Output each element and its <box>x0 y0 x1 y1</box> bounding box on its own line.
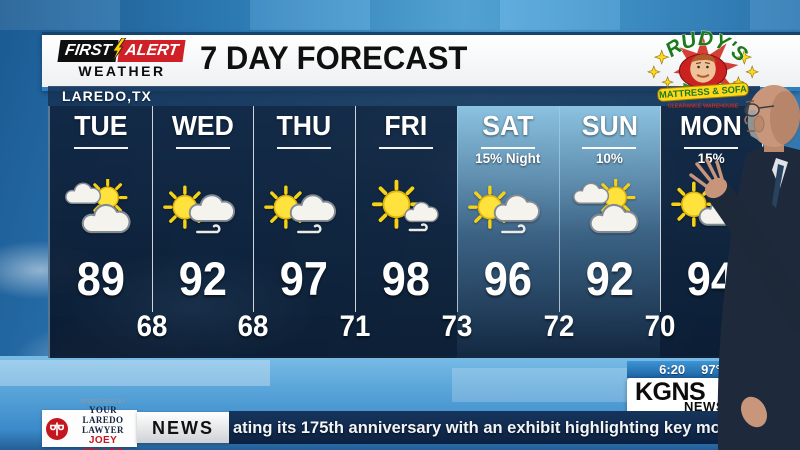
rudys-sponsor-logo: RUDY'S MATTRESS & SOFA CLEARANCE WAREHOU… <box>647 27 759 109</box>
ad-eyebrow: SPONSORED BY <box>79 398 126 405</box>
pointing-arm <box>707 181 800 331</box>
news-ticker: ating its 175th anniversary with an exhi… <box>229 411 800 444</box>
studio-light-patch <box>452 368 648 402</box>
sponsor-ribbon: MATTRESS & SOFA <box>657 82 749 102</box>
precip-label <box>253 149 355 169</box>
day-label: TUE <box>74 110 128 141</box>
day-underline <box>480 147 535 149</box>
weather-presenter <box>689 85 800 450</box>
day-label: THU <box>276 110 332 141</box>
low-temp: 73 <box>441 310 473 343</box>
page-title: 7 DAY FORECAST <box>200 39 468 76</box>
day-underline <box>684 147 739 149</box>
ticker-text: ating its 175th anniversary with an exhi… <box>233 418 800 437</box>
day-label: SUN <box>581 110 638 141</box>
top-graphics-band <box>0 0 800 30</box>
low-temp: 68 <box>136 310 168 343</box>
brand-weather-label: WEATHER <box>78 63 166 79</box>
precip-label: 15% Night <box>475 151 541 166</box>
forecast-panel: TUE 89 WED 92 <box>48 106 763 358</box>
justice-scale-icon <box>46 417 68 440</box>
location-strip: LAREDO,TX <box>48 86 760 106</box>
day-underline <box>277 147 332 149</box>
sun-cloud-wind-icon <box>264 185 337 234</box>
low-temp: 71 <box>339 310 371 343</box>
ad-line1: YOUR LAREDO <box>82 404 124 425</box>
sunny-small-cloud-wind-icon <box>371 179 439 232</box>
day-underline <box>175 147 230 149</box>
sun-cloud-wind-icon <box>162 185 235 234</box>
sun-behind-clouds-icon <box>64 179 131 234</box>
brand-alert-label: ALERT <box>118 40 187 62</box>
header-banner: FIRST ALERT WEATHER 7 DAY FORECAST <box>42 27 800 109</box>
precip-label: 10% <box>595 151 623 166</box>
ad-line2: LAWYER <box>82 424 124 435</box>
high-temp: 97 <box>280 252 329 305</box>
ad-sponsor-name: JOEY TELLEZ <box>83 434 123 450</box>
glasses-icon <box>744 103 775 117</box>
sponsor-subtext: CLEARANCE WAREHOUSE <box>668 103 739 109</box>
day-label: MON <box>680 110 743 141</box>
forecast-column-tue: TUE 89 <box>50 106 153 358</box>
ticker-section-label: NEWS <box>137 412 229 443</box>
cartoon-face <box>690 55 716 83</box>
precip-label <box>152 149 254 169</box>
low-temp: 68 <box>238 310 269 343</box>
sponsor-ad-box: SPONSORED BY YOUR LAREDO LAWYER JOEY TEL… <box>42 399 137 450</box>
low-temp: 70 <box>644 310 676 343</box>
day-underline <box>582 147 637 149</box>
station-sub-label: NEWS <box>684 399 725 414</box>
low-temp: 72 <box>543 310 574 343</box>
day-label: WED <box>171 110 234 141</box>
forecast-column-wed: WED 92 <box>152 106 255 358</box>
sun-cloud-wind-icon <box>467 185 540 234</box>
day-underline <box>378 147 433 149</box>
station-name: KGNS <box>635 378 706 406</box>
lightning-bolt-icon <box>112 38 127 62</box>
sun-behind-clouds-icon <box>573 179 639 234</box>
high-temp: 96 <box>483 252 532 305</box>
forecast-column-sun: SUN 10% 92 <box>558 106 661 358</box>
day-underline <box>73 147 128 149</box>
presenter-lower-hand <box>741 396 767 428</box>
sparkle-stars <box>647 49 759 89</box>
location-label: LAREDO,TX <box>62 88 152 104</box>
first-alert-weather-logo: FIRST ALERT WEATHER <box>56 38 188 79</box>
forecast-column-sat: SAT 15% Night 96 <box>456 106 560 358</box>
precip-label <box>50 149 152 169</box>
studio-light-patch <box>0 360 270 386</box>
clock-time: 6:20 <box>659 362 686 377</box>
day-label: FRI <box>384 110 428 141</box>
high-temp: 98 <box>381 252 431 305</box>
current-temp: 97° <box>701 362 721 377</box>
pointing-hand <box>689 158 728 199</box>
day-label: SAT <box>482 110 534 141</box>
high-temp: 92 <box>585 252 634 305</box>
precip-label <box>355 149 457 169</box>
high-temp: 89 <box>76 252 125 305</box>
forecast-column-thu: THU 97 <box>253 106 356 358</box>
high-temp: 92 <box>178 252 227 305</box>
